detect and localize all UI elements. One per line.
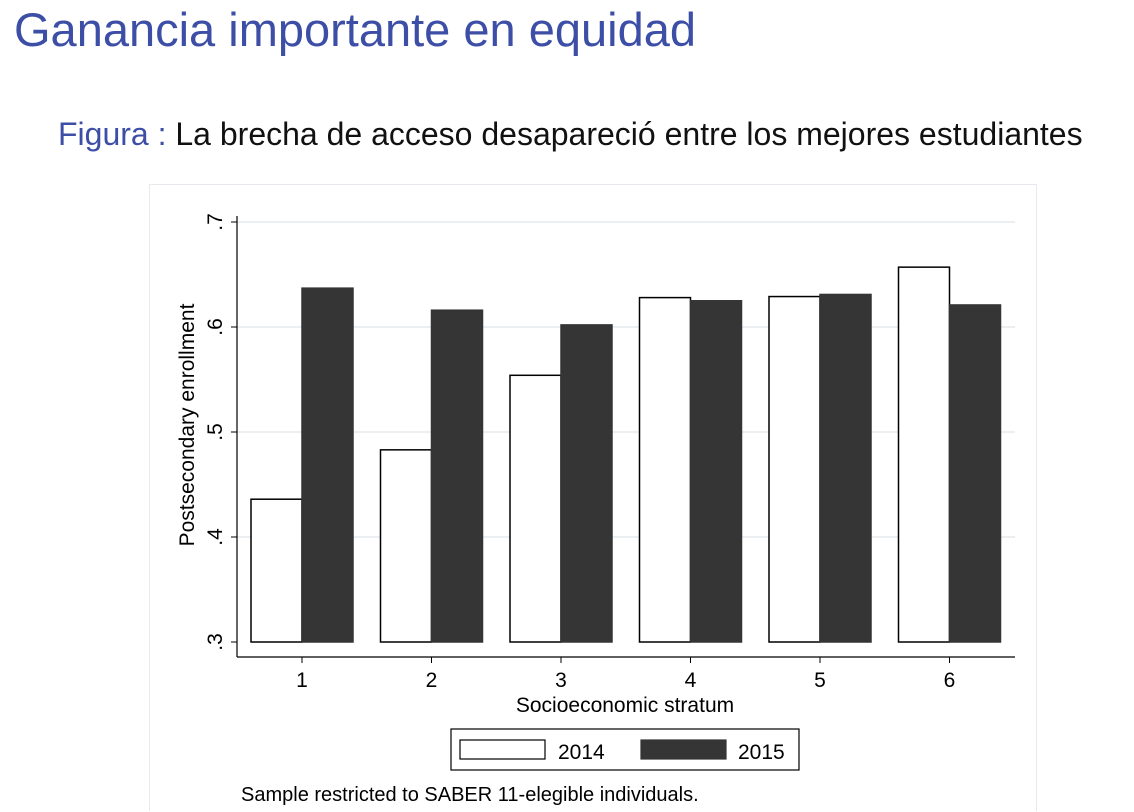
bar-2015-stratum-2 — [430, 309, 484, 643]
caption-label: Figura : — [58, 116, 167, 152]
y-axis-title: Postsecondary enrollment — [176, 303, 199, 546]
bar-2014-stratum-4 — [638, 296, 692, 643]
legend-swatch-2014 — [459, 739, 546, 760]
bar-2014-stratum-6 — [897, 266, 951, 643]
y-tick-label: .5 — [204, 423, 227, 441]
x-tick-label: 6 — [944, 669, 956, 692]
x-tick-label: 2 — [426, 669, 438, 692]
bar-2015-stratum-4 — [689, 300, 743, 643]
y-tick-label: .6 — [204, 318, 227, 336]
bar-2015-stratum-6 — [948, 304, 1002, 643]
caption-text: La brecha de acceso desapareció entre lo… — [175, 116, 1083, 152]
bar-2014-stratum-3 — [509, 374, 562, 643]
bar-chart: .3 .4 .5 .6 .7 1 2 3 4 5 6 Socioeconomic stratum Pos… — [176, 213, 1015, 806]
x-tick-label: 1 — [296, 669, 308, 692]
y-tick-label: .7 — [204, 213, 227, 231]
chart-frame: .3 .4 .5 .6 .7 1 2 3 4 5 6 Socioeconomic stratum Pos… — [149, 184, 1037, 811]
x-tick-label: 3 — [555, 669, 567, 692]
legend-label-2014: 2014 — [558, 741, 605, 764]
y-tick-label: .4 — [204, 528, 227, 546]
x-tick-label: 5 — [814, 669, 826, 692]
bar-2014-stratum-1 — [250, 498, 303, 643]
figure-caption: Figura : La brecha de acceso desapareció… — [58, 116, 1083, 153]
bar-2014-stratum-2 — [379, 449, 433, 643]
x-axis-title: Socioeconomic stratum — [516, 694, 734, 717]
x-tick-label: 4 — [685, 669, 697, 692]
slide-title: Ganancia importante en equidad — [14, 3, 696, 56]
bar-2015-stratum-3 — [560, 324, 613, 643]
bar-2014-stratum-5 — [768, 295, 821, 643]
bar-2015-stratum-5 — [819, 293, 872, 643]
bar-2015-stratum-1 — [301, 287, 354, 643]
legend-swatch-2015 — [640, 739, 727, 760]
y-tick-label: .3 — [204, 633, 227, 651]
chart-note: Sample restricted to SABER 11-elegible i… — [241, 784, 699, 806]
legend-label-2015: 2015 — [738, 741, 785, 764]
